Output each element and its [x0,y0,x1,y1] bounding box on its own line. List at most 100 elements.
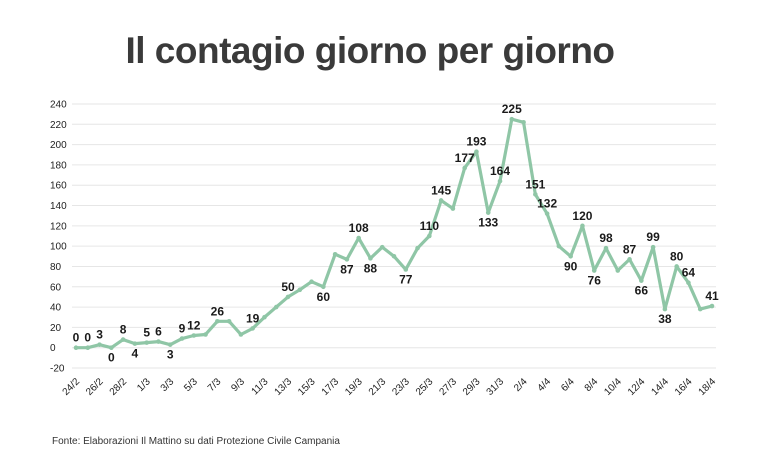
y-tick-label: 180 [50,160,67,171]
x-tick-label: 17/3 [320,376,342,398]
data-point [191,333,197,338]
y-tick-label: 100 [50,242,67,253]
data-label: 120 [572,209,592,223]
data-point [697,306,703,312]
grid-lines [72,103,716,369]
data-label: 3 [96,328,103,342]
data-point [97,342,102,347]
x-tick-label: 24/2 [61,376,83,398]
data-label: 99 [646,230,660,244]
data-label: 88 [364,261,378,275]
data-point [450,206,456,211]
data-point [167,342,173,347]
data-label: 87 [623,242,637,256]
data-label: 26 [211,304,225,318]
data-label: 151 [525,177,545,191]
data-label: 38 [658,312,672,326]
x-tick-label: 23/3 [390,376,412,398]
data-point [438,198,444,203]
data-point [309,279,314,284]
data-point [332,251,338,257]
data-point [250,326,255,331]
data-label: 0 [108,351,115,365]
data-label: 108 [349,221,369,235]
data-point [474,149,479,155]
y-tick-label: 220 [50,120,67,131]
x-tick-label: 12/4 [626,376,648,398]
data-point [356,235,361,241]
x-axis: 24/2 26/2 28/2 1/3 3/3 5/3 7/3 9/3 11/3 13/3 15/3 1… [61,376,719,398]
data-label: 132 [537,197,557,211]
data-point [285,294,291,300]
data-point [556,243,562,249]
y-tick-label: 120 [50,221,67,232]
data-point [639,278,644,283]
data-point [379,244,385,250]
data-point [462,165,467,171]
y-tick-label: 40 [50,303,62,314]
data-point [674,264,679,269]
data-point [120,337,126,342]
y-tick-label: 80 [50,262,62,273]
data-label: 5 [143,326,150,340]
data-label: 87 [340,262,354,276]
x-tick-label: 5/3 [182,376,200,394]
data-label: 76 [588,274,602,288]
data-label: 110 [420,219,440,233]
data-label: 9 [179,322,186,336]
x-tick-label: 16/4 [673,376,695,398]
data-point [662,306,668,312]
data-label: 50 [281,280,295,294]
y-tick-label: 0 [50,343,56,354]
data-point [615,268,621,273]
data-label: 98 [599,231,613,245]
x-tick-label: 15/3 [296,376,318,398]
data-point [533,192,538,197]
x-tick-label: 27/3 [437,376,459,398]
x-tick-label: 3/3 [159,376,177,394]
x-tick-label: 1/3 [135,376,153,394]
data-label: 12 [187,319,201,333]
x-tick-label: 9/3 [229,376,247,394]
data-point [144,340,149,345]
y-tick-label: 140 [50,201,67,212]
x-tick-label: 21/3 [367,376,389,398]
x-tick-label: 10/4 [602,376,624,398]
data-point [427,233,432,239]
chart-title: Il contagio giorno per giorno [125,30,615,71]
data-point [368,256,373,261]
data-point [297,287,303,293]
data-point [344,257,350,262]
data-point [568,254,573,259]
x-tick-label: 11/3 [250,376,271,397]
data-point [415,245,420,251]
x-tick-label: 4/4 [536,376,554,394]
data-point [262,314,267,320]
x-tick-label: 14/4 [649,376,671,398]
data-point [179,336,185,341]
x-tick-label: 8/4 [583,376,601,394]
y-tick-label: 160 [50,181,67,192]
data-label: 19 [246,311,260,325]
data-label: 0 [73,331,80,345]
data-label: 80 [670,249,684,263]
data-point [509,116,515,122]
x-tick-label: 7/3 [206,376,224,394]
data-label: 133 [478,216,498,230]
y-tick-label: 20 [50,323,62,334]
y-axis: -20 0 20 40 60 80 100 120 140 160 180 200 220 240 [50,100,67,375]
x-tick-label: 2/4 [512,376,530,394]
y-tick-label: 200 [50,140,67,151]
y-tick-label: 60 [50,282,62,293]
data-label: 90 [564,259,578,273]
data-label: 225 [502,102,522,116]
data-label: 193 [466,135,486,149]
data-point [238,332,244,337]
series-line [74,117,714,350]
data-label: 177 [455,151,475,165]
data-point [391,254,397,259]
data-label: 66 [635,284,649,298]
x-tick-label: 19/3 [343,376,365,398]
